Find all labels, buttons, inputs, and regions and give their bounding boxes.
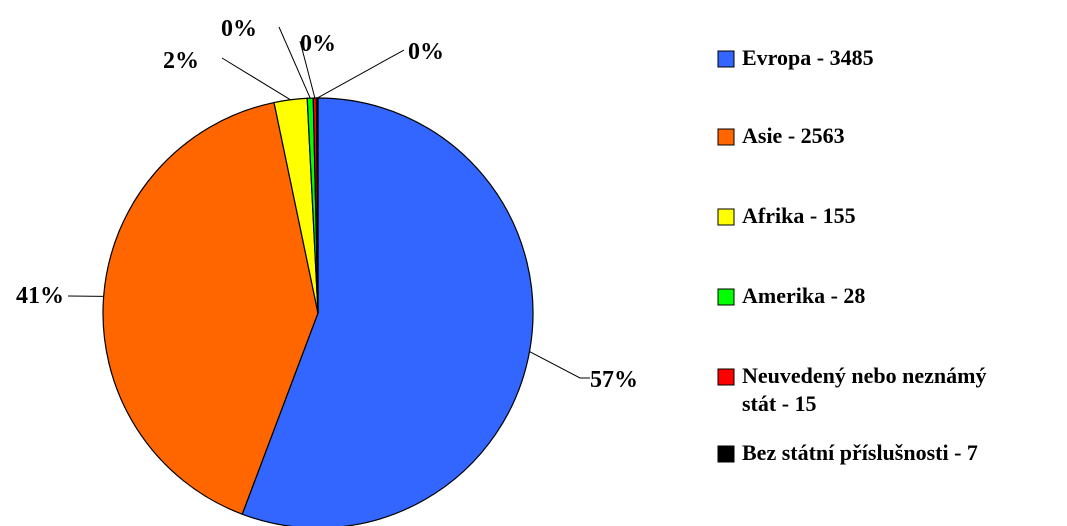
legend: Evropa - 3485 Asie - 2563 Afrika - 155 Amer…: [717, 45, 986, 465]
pie-slices: [102, 97, 534, 526]
leader-lines: [67, 26, 590, 379]
leader-line-amerika-28: [278, 26, 311, 99]
data-label-evropa-3485: 57%: [590, 367, 638, 393]
legend-item-neuvedeny-nebo-neznamy-stat-15: Neuvedený nebo neznámý stát - 15: [717, 363, 986, 416]
legend-label-bez-statni-prislusnosti-7: Bez státní příslušnosti - 7: [742, 440, 978, 465]
leader-line-bez-statni-prislusnosti-7: [317, 49, 405, 99]
legend-item-afrika-155: Afrika - 155: [717, 203, 856, 228]
legend-swatch-bez-statni-prislusnosti-7: [717, 445, 735, 463]
legend-item-evropa-3485: Evropa - 3485: [717, 45, 874, 70]
data-label-amerika-28: 0%: [221, 16, 257, 42]
leader-line-afrika-155: [221, 57, 291, 101]
legend-swatch-evropa-3485: [717, 50, 735, 68]
data-label-bez-statni-prislusnosti-7: 0%: [408, 39, 444, 65]
leader-line-neuvedeny-nebo-neznamy-stat-15: [299, 40, 316, 99]
legend-label-amerika-28: Amerika - 28: [742, 283, 865, 308]
legend-label-neuvedeny-nebo-neznamy-stat-15-line2: stát - 15: [742, 391, 817, 416]
leader-line-evropa-3485: [529, 351, 590, 379]
legend-label-afrika-155: Afrika - 155: [742, 203, 856, 228]
data-label-asie-2563: 41%: [16, 283, 64, 309]
legend-item-bez-statni-prislusnosti-7: Bez státní příslušnosti - 7: [717, 440, 978, 465]
legend-label-asie-2563: Asie - 2563: [742, 123, 845, 148]
legend-swatch-amerika-28: [717, 288, 735, 306]
legend-item-amerika-28: Amerika - 28: [717, 283, 865, 308]
data-label-afrika-155: 2%: [163, 48, 199, 74]
pie-slice-asie-2563: [102, 101, 319, 515]
data-labels: 57% 41% 2% 0% 0% 0%: [16, 16, 638, 393]
legend-label-neuvedeny-nebo-neznamy-stat-15-line1: Neuvedený nebo neznámý: [742, 363, 986, 388]
legend-swatch-afrika-155: [717, 208, 735, 226]
legend-swatch-asie-2563: [717, 128, 735, 146]
legend-swatch-neuvedeny-nebo-neznamy-stat-15: [717, 368, 735, 386]
legend-label-evropa-3485: Evropa - 3485: [742, 45, 874, 70]
legend-item-asie-2563: Asie - 2563: [717, 123, 845, 148]
data-label-neuvedeny-nebo-neznamy-stat-15: 0%: [300, 31, 336, 57]
